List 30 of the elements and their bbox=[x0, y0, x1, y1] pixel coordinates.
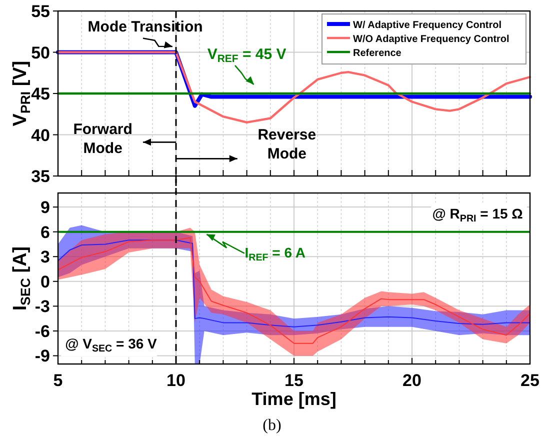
x-tick-label: 20 bbox=[402, 371, 422, 390]
y-tick-label: 35 bbox=[31, 167, 50, 186]
annotation: @ V$_{SEC}$ = 36 V bbox=[65, 335, 158, 354]
y-tick-label: 40 bbox=[31, 126, 50, 145]
y-tick-label: 6 bbox=[40, 222, 50, 242]
legend-label: W/ Adaptive Frequency Control bbox=[353, 20, 502, 31]
y-tick-label: 9 bbox=[40, 198, 50, 218]
y-tick-label: 55 bbox=[31, 2, 50, 21]
x-tick-label: 15 bbox=[284, 371, 304, 390]
legend-label: Reference bbox=[353, 48, 402, 59]
x-tick-label: 5 bbox=[53, 371, 63, 390]
x-tick-label: 25 bbox=[520, 371, 540, 390]
y-tick-label: 50 bbox=[31, 43, 50, 62]
y-tick-label: -9 bbox=[34, 346, 50, 366]
text: (b) bbox=[262, 417, 282, 434]
annotation: V$_{REF}$ = 45 V bbox=[207, 46, 286, 66]
annotation: Reverse Mode bbox=[258, 126, 316, 163]
annotation: @ R$_{PRI}$ = 15 Ω bbox=[432, 206, 523, 225]
y-tick-label: 45 bbox=[31, 84, 50, 104]
x-tick-label: 10 bbox=[166, 371, 186, 390]
annotation: Mode Transition bbox=[88, 18, 203, 36]
line-series bbox=[58, 240, 530, 328]
x-axis-title: Time [ms] bbox=[252, 389, 336, 409]
annotation: I$_{REF}$ = 6 A bbox=[244, 244, 306, 264]
legend-label: W/O Adaptive Frequency Control bbox=[353, 34, 510, 45]
annotation: Forward Mode bbox=[73, 120, 132, 157]
y-tick-label: -3 bbox=[34, 297, 50, 316]
y-tick-label: -6 bbox=[34, 322, 50, 341]
y-tick-label: 3 bbox=[40, 248, 50, 267]
y-tick-label: 0 bbox=[40, 272, 50, 292]
